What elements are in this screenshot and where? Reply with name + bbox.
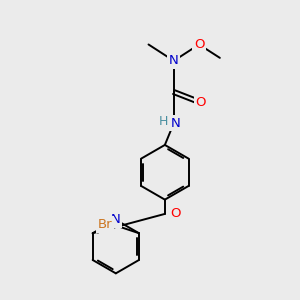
Text: N: N xyxy=(111,213,121,226)
Text: N: N xyxy=(170,117,180,130)
Text: H: H xyxy=(159,115,168,128)
Text: O: O xyxy=(195,96,206,109)
Text: O: O xyxy=(170,207,181,220)
Text: O: O xyxy=(194,38,204,51)
Text: N: N xyxy=(169,54,179,67)
Text: Br: Br xyxy=(98,218,113,231)
